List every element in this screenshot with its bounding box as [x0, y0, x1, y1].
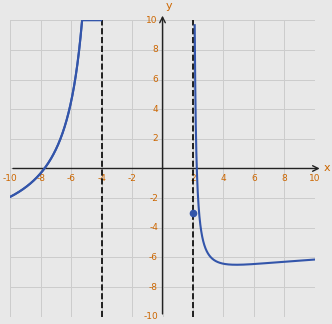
Text: -6: -6 — [149, 253, 158, 262]
Text: -10: -10 — [143, 312, 158, 321]
Text: -6: -6 — [67, 174, 76, 183]
Text: -4: -4 — [97, 174, 106, 183]
Text: -8: -8 — [36, 174, 45, 183]
Text: 10: 10 — [309, 174, 321, 183]
Text: -8: -8 — [149, 283, 158, 292]
Text: 8: 8 — [152, 45, 158, 54]
Text: y: y — [166, 1, 172, 11]
Text: -2: -2 — [127, 174, 136, 183]
Text: 2: 2 — [152, 134, 158, 143]
Text: 10: 10 — [146, 16, 158, 25]
Text: -2: -2 — [149, 194, 158, 202]
Text: 8: 8 — [282, 174, 287, 183]
Text: 2: 2 — [190, 174, 196, 183]
Text: -4: -4 — [149, 223, 158, 232]
Text: x: x — [324, 164, 331, 173]
Text: 6: 6 — [251, 174, 257, 183]
Text: -10: -10 — [3, 174, 18, 183]
Text: 4: 4 — [221, 174, 226, 183]
Text: 4: 4 — [152, 105, 158, 114]
Text: 6: 6 — [152, 75, 158, 84]
